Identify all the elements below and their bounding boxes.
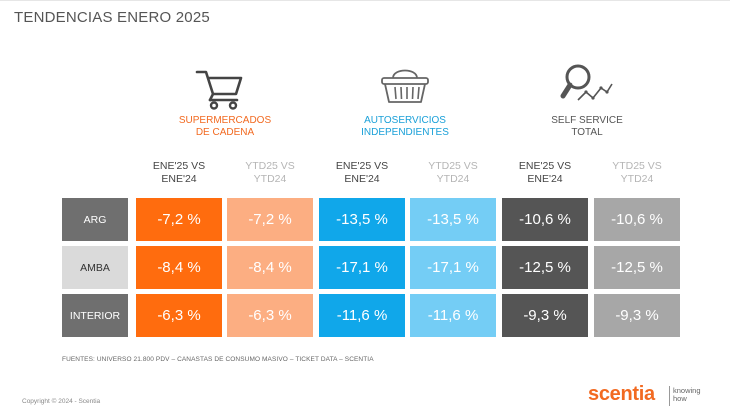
logo-tagline-line: how: [673, 394, 687, 403]
table-cell: -13,5 %: [410, 198, 496, 241]
table-cell: -12,5 %: [594, 246, 680, 289]
column-header-line: YTD24: [253, 172, 287, 185]
table-cell: -8,4 %: [227, 246, 313, 289]
table-cell: -10,6 %: [594, 198, 680, 241]
group-title-line: AUTOSERVICIOS: [364, 115, 446, 126]
group-title-supermercados: SUPERMERCADOS DE CADENA: [160, 115, 290, 139]
column-header-line: YTD24: [436, 172, 470, 185]
group-title-self-service: SELF SERVICE TOTAL: [522, 115, 652, 139]
column-header: YTD25 VS YTD24: [410, 160, 496, 185]
logo-tagline-line: knowing: [673, 386, 701, 395]
group-title-autoservicios: AUTOSERVICIOS INDEPENDIENTES: [335, 115, 475, 139]
column-header-line: ENE'25 VS: [335, 160, 389, 172]
column-header: ENE'25 VS ENE'24: [502, 160, 588, 185]
table-cell: -11,6 %: [319, 294, 405, 337]
table-cell: -9,3 %: [594, 294, 680, 337]
magnifier-trend-icon: [560, 64, 613, 101]
table-cell: -13,5 %: [319, 198, 405, 241]
table-cell: -12,5 %: [502, 246, 588, 289]
scentia-logo: scentia: [588, 383, 655, 405]
shopping-cart-icon: [195, 70, 243, 110]
row-label: ARG: [62, 198, 128, 241]
group-title-line: INDEPENDIENTES: [361, 127, 449, 138]
logo-tagline: knowing how: [673, 387, 701, 403]
column-header-line: YTD25 VS: [428, 160, 478, 172]
column-header: YTD25 VS YTD24: [227, 160, 313, 185]
column-header: ENE'25 VS ENE'24: [319, 160, 405, 185]
top-divider: [0, 0, 730, 1]
table-cell: -6,3 %: [227, 294, 313, 337]
column-header-line: ENE'25 VS: [518, 160, 572, 172]
group-title-line: SELF SERVICE: [551, 115, 623, 126]
column-header-line: YTD25 VS: [612, 160, 662, 172]
column-header: YTD25 VS YTD24: [594, 160, 680, 185]
table-cell: -9,3 %: [502, 294, 588, 337]
column-header-line: ENE'24: [161, 172, 197, 185]
copyright: Copyright © 2024 - Scentia: [22, 398, 101, 405]
table-cell: -7,2 %: [136, 198, 222, 241]
group-title-line: DE CADENA: [195, 127, 255, 138]
table-cell: -11,6 %: [410, 294, 496, 337]
row-label: AMBA: [62, 246, 128, 289]
column-header-line: YTD24: [620, 172, 654, 185]
table-cell: -6,3 %: [136, 294, 222, 337]
column-header-line: ENE'24: [527, 172, 563, 185]
column-header-line: YTD25 VS: [245, 160, 295, 172]
row-label: INTERIOR: [62, 294, 128, 337]
table-cell: -8,4 %: [136, 246, 222, 289]
table-cell: -17,1 %: [410, 246, 496, 289]
group-title-line: TOTAL: [571, 127, 603, 138]
column-header-line: ENE'25 VS: [152, 160, 206, 172]
sources-footnote: FUENTES: UNIVERSO 21.800 PDV – CANASTAS …: [62, 356, 374, 363]
group-title-line: SUPERMERCADOS: [178, 115, 272, 126]
column-header-line: ENE'24: [344, 172, 380, 185]
table-cell: -7,2 %: [227, 198, 313, 241]
logo-separator: [669, 386, 670, 406]
column-header: ENE'25 VS ENE'24: [136, 160, 222, 185]
table-cell: -10,6 %: [502, 198, 588, 241]
page-title: TENDENCIAS ENERO 2025: [14, 9, 210, 26]
table-cell: -17,1 %: [319, 246, 405, 289]
shopping-basket-icon: [381, 69, 429, 103]
